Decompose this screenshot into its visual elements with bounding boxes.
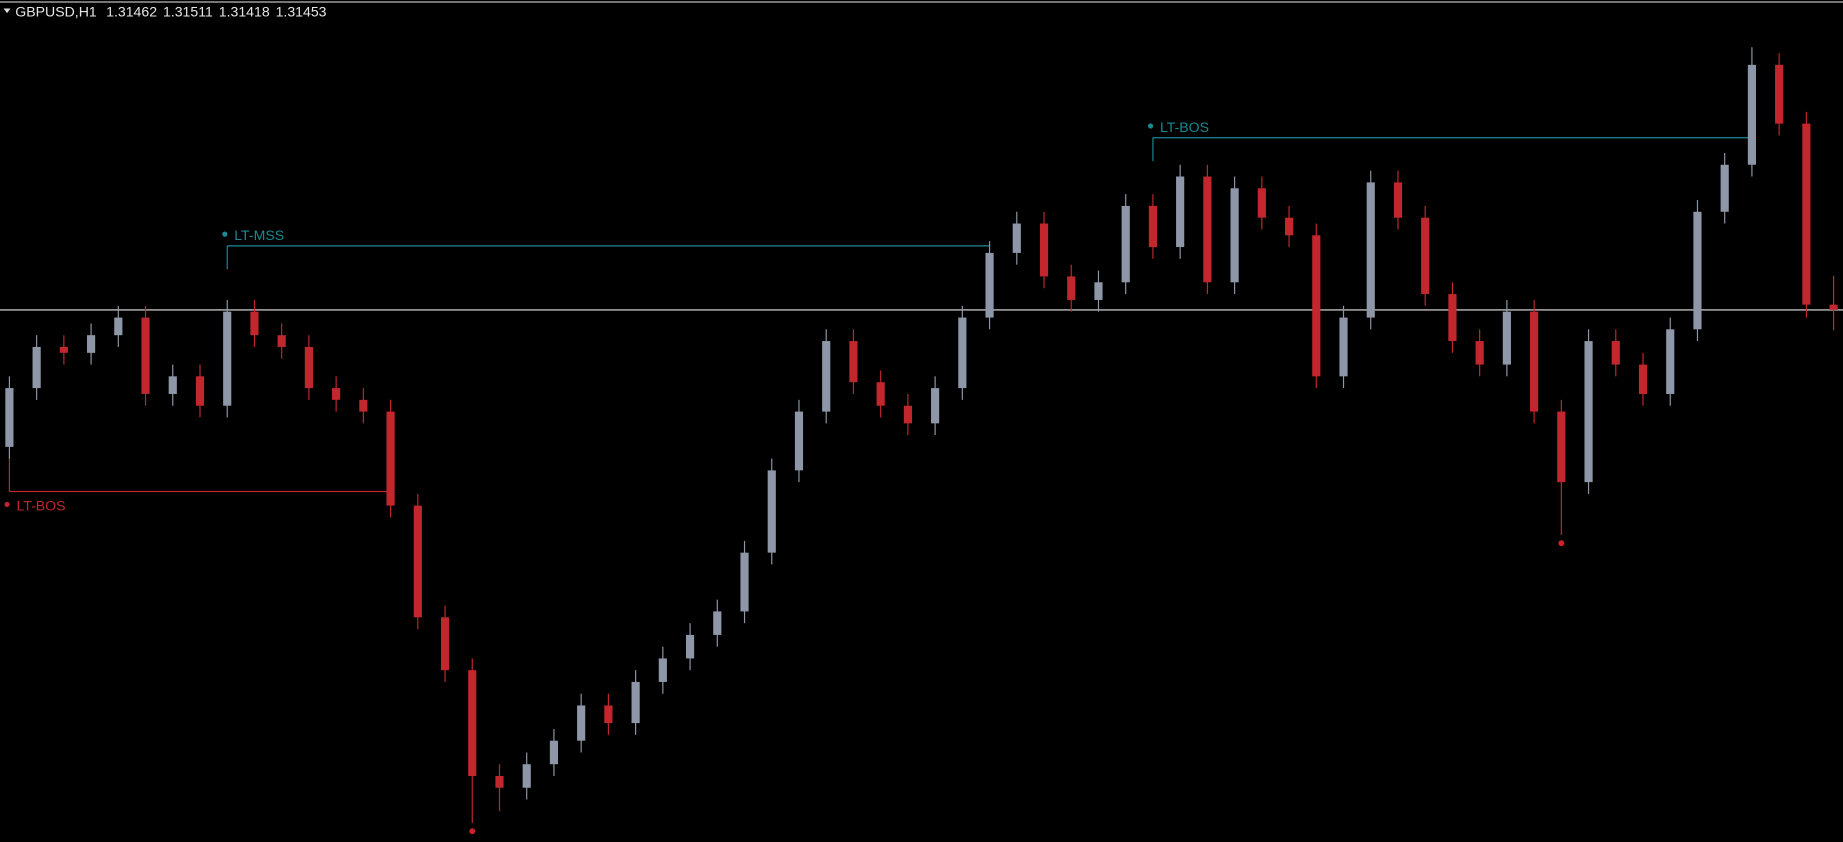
- candle-body: [1366, 182, 1375, 318]
- level-dot: [222, 231, 228, 237]
- menu-arrow[interactable]: [3, 8, 11, 14]
- ohlc-low: 1.31418: [219, 4, 270, 20]
- candle-body: [195, 376, 205, 406]
- candle-body: [577, 705, 586, 741]
- candle-body: [903, 405, 912, 424]
- candle-body: [740, 552, 749, 612]
- candle-body: [359, 399, 368, 412]
- candle-body: [5, 388, 14, 447]
- candle-body: [1176, 176, 1185, 248]
- candle-body: [549, 740, 559, 765]
- candle-body: [1720, 164, 1729, 212]
- candle-body: [114, 317, 123, 336]
- candle-body: [1693, 211, 1702, 330]
- candle-body: [1557, 411, 1566, 483]
- swing-marker: [469, 828, 476, 835]
- candle-body: [713, 611, 722, 635]
- candle-body: [604, 705, 613, 724]
- candle-body: [1421, 217, 1430, 295]
- candle-body: [223, 311, 232, 406]
- candle-body: [495, 775, 504, 788]
- candle-body: [1393, 182, 1403, 218]
- candle-body: [1502, 311, 1511, 365]
- level-dot: [4, 501, 10, 508]
- candle-body: [141, 317, 150, 394]
- candle-body: [468, 670, 477, 776]
- candle-body: [958, 317, 967, 389]
- candle-body: [1802, 123, 1811, 305]
- ohlc-high: 1.31511: [163, 4, 213, 20]
- candle-body: [1747, 64, 1757, 165]
- candle-body: [1475, 341, 1484, 365]
- candle-body: [1121, 205, 1130, 283]
- candle-body: [1012, 223, 1021, 253]
- candle-body: [86, 335, 96, 353]
- candle-body: [1312, 235, 1321, 377]
- candle-body: [1284, 217, 1294, 236]
- candle-body: [1611, 341, 1620, 365]
- ohlc-header: 1.31462 1.31511 1.31418 1.31453: [106, 4, 327, 20]
- candle-body: [1039, 223, 1049, 277]
- level-label: LT-MSS: [234, 227, 284, 243]
- candle-body: [985, 252, 994, 318]
- candle-body: [1203, 176, 1212, 283]
- candle-body: [1257, 188, 1266, 218]
- candle-body: [685, 634, 695, 659]
- candle-body: [332, 388, 341, 400]
- candle-body: [1148, 205, 1158, 248]
- level-label: LT-BOS: [16, 497, 65, 513]
- candle-body: [277, 335, 286, 347]
- candle-body: [1094, 282, 1103, 300]
- candle-body: [413, 505, 422, 618]
- candle-body: [931, 388, 940, 424]
- candle-body: [440, 617, 450, 671]
- candle-body: [658, 658, 667, 682]
- candle-body: [1530, 311, 1539, 412]
- candle-body: [1584, 341, 1593, 483]
- candle-body: [876, 382, 885, 406]
- ohlc-open: 1.31462: [106, 4, 157, 20]
- candle-body: [1067, 276, 1076, 300]
- candle-body: [1829, 304, 1838, 310]
- candle-body: [32, 346, 41, 389]
- candle-body: [1775, 64, 1784, 124]
- candle-body: [59, 346, 68, 353]
- candle-body: [168, 376, 177, 394]
- swing-marker: [1558, 540, 1565, 547]
- candle-body: [1230, 188, 1239, 283]
- candle-body: [849, 341, 858, 383]
- level-dot: [1147, 123, 1154, 129]
- candle-body: [522, 764, 531, 788]
- candle-body: [794, 411, 804, 471]
- ohlc-close: 1.31453: [276, 4, 327, 20]
- candle-body: [304, 346, 313, 389]
- symbol: GBPUSD,H1: [15, 4, 97, 20]
- candle-body: [822, 341, 831, 412]
- candle-body: [1448, 294, 1457, 342]
- candle-body: [1666, 329, 1675, 394]
- candle-body: [1638, 364, 1648, 394]
- candle-body: [250, 311, 259, 336]
- candle-body: [767, 470, 776, 553]
- candle-body: [386, 411, 395, 506]
- level-label: LT-BOS: [1160, 119, 1209, 135]
- candle-body: [631, 681, 640, 724]
- candle-body: [1339, 317, 1348, 377]
